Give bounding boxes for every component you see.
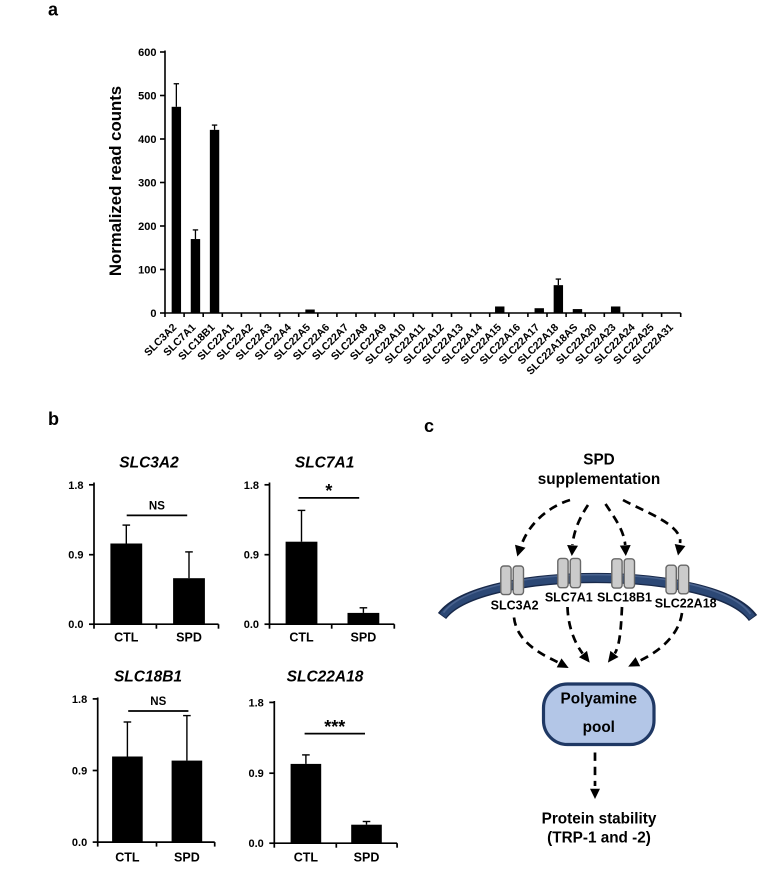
svg-text:SPD: SPD xyxy=(583,451,614,468)
svg-text:1.8: 1.8 xyxy=(249,697,264,709)
svg-text:600: 600 xyxy=(138,47,156,59)
svg-text:0.9: 0.9 xyxy=(244,550,259,562)
svg-text:SLC18B1: SLC18B1 xyxy=(114,669,182,686)
svg-text:pool: pool xyxy=(583,719,615,736)
svg-text:CTL: CTL xyxy=(289,631,314,645)
svg-text:(TRP-1 and -2): (TRP-1 and -2) xyxy=(547,830,651,847)
svg-text:SLC7A1: SLC7A1 xyxy=(545,591,593,605)
svg-text:SLC3A2: SLC3A2 xyxy=(491,599,539,613)
svg-text:Protein stability: Protein stability xyxy=(542,811,657,828)
svg-text:NS: NS xyxy=(150,696,166,708)
svg-text:400: 400 xyxy=(138,134,156,146)
svg-text:SLC3A2: SLC3A2 xyxy=(119,455,179,472)
svg-text:SPD: SPD xyxy=(174,850,200,864)
svg-text:CTL: CTL xyxy=(114,631,139,645)
svg-text:100: 100 xyxy=(138,265,156,277)
svg-text:0.0: 0.0 xyxy=(68,619,83,631)
svg-text:CTL: CTL xyxy=(115,850,140,864)
svg-text:NS: NS xyxy=(149,500,165,512)
svg-text:c: c xyxy=(424,416,434,436)
svg-text:SLC7A1: SLC7A1 xyxy=(295,455,354,472)
svg-text:500: 500 xyxy=(138,91,156,103)
svg-text:b: b xyxy=(48,409,59,429)
svg-text:a: a xyxy=(48,0,59,20)
svg-text:Normalized read counts: Normalized read counts xyxy=(106,86,125,276)
svg-text:SLC22A18: SLC22A18 xyxy=(655,597,717,611)
svg-text:0.9: 0.9 xyxy=(249,768,264,780)
svg-text:1.8: 1.8 xyxy=(244,480,259,492)
svg-text:200: 200 xyxy=(138,221,156,233)
svg-text:0.0: 0.0 xyxy=(72,837,87,849)
svg-text:0: 0 xyxy=(150,308,156,320)
svg-text:0.0: 0.0 xyxy=(249,838,264,850)
svg-text:Polyamine: Polyamine xyxy=(561,691,638,708)
svg-text:SLC22A18: SLC22A18 xyxy=(287,669,364,686)
svg-text:0.9: 0.9 xyxy=(68,550,83,562)
svg-text:SLC18B1: SLC18B1 xyxy=(597,591,652,605)
svg-text:0.0: 0.0 xyxy=(244,619,259,631)
svg-text:0.9: 0.9 xyxy=(72,766,87,778)
svg-text:CTL: CTL xyxy=(294,851,319,865)
svg-text:SPD: SPD xyxy=(176,631,202,645)
svg-text:*: * xyxy=(325,481,332,501)
svg-text:***: *** xyxy=(324,717,345,737)
svg-text:SPD: SPD xyxy=(354,851,380,865)
svg-text:300: 300 xyxy=(138,178,156,190)
svg-text:1.8: 1.8 xyxy=(68,480,83,492)
svg-text:1.8: 1.8 xyxy=(72,694,87,706)
svg-text:supplementation: supplementation xyxy=(538,471,660,488)
svg-text:SPD: SPD xyxy=(351,631,377,645)
